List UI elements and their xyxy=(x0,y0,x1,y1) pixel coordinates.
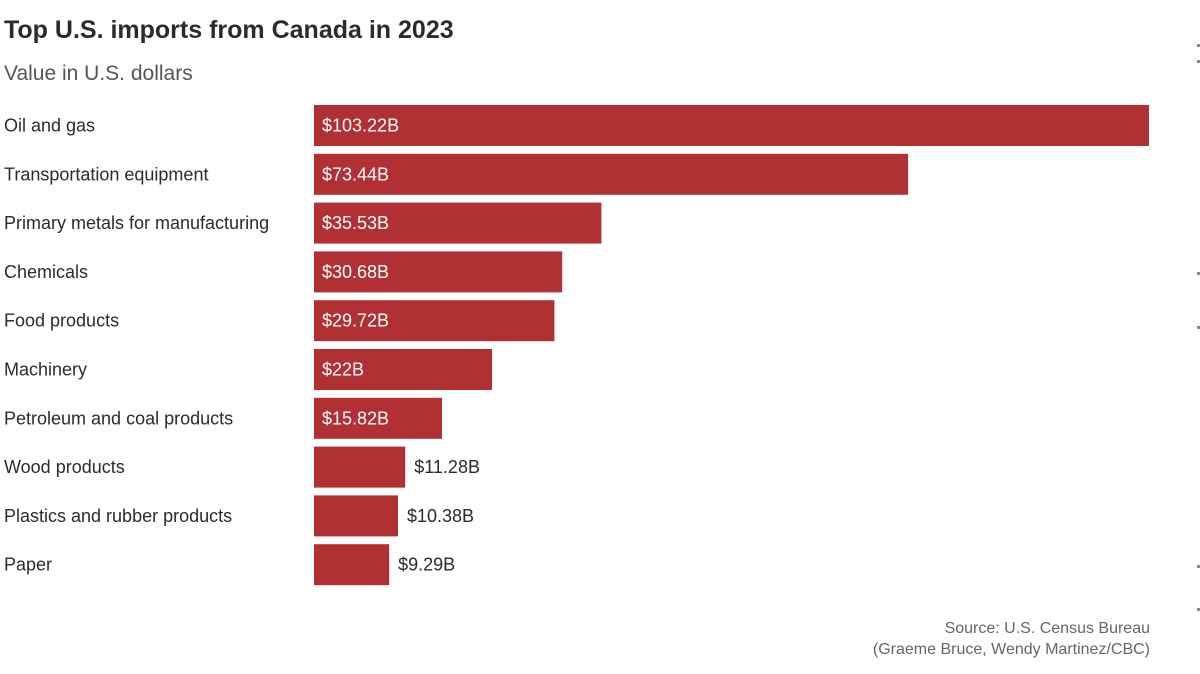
category-label: Paper xyxy=(4,555,52,575)
data-label: $35.53B xyxy=(322,213,389,233)
bar xyxy=(314,105,1149,146)
category-label: Petroleum and coal products xyxy=(4,408,233,428)
category-label: Transportation equipment xyxy=(4,164,208,184)
category-label: Plastics and rubber products xyxy=(4,506,232,526)
edge-mark xyxy=(1197,565,1200,568)
bar xyxy=(314,397,442,439)
category-label: Primary metals for manufacturing xyxy=(4,213,269,233)
category-label: Wood products xyxy=(4,457,125,477)
data-label: $30.68B xyxy=(322,262,389,282)
bar xyxy=(314,495,398,537)
bar xyxy=(314,202,602,244)
category-label: Machinery xyxy=(4,360,87,380)
chart-subtitle: Value in U.S. dollars xyxy=(4,62,193,85)
data-label: $15.82B xyxy=(322,408,389,428)
bar xyxy=(314,349,492,390)
bar xyxy=(314,544,390,586)
edge-mark xyxy=(1197,60,1200,63)
bar xyxy=(314,300,555,342)
bar xyxy=(314,446,406,488)
edge-mark xyxy=(1197,326,1200,329)
data-label: $73.44B xyxy=(322,164,389,184)
data-label: $11.28B xyxy=(414,457,480,477)
chart-title: Top U.S. imports from Canada in 2023 xyxy=(4,16,454,44)
data-label: $103.22B xyxy=(322,116,399,136)
data-label: $10.38B xyxy=(407,506,474,526)
bar-chart: Oil and gas $103.22B Transportation equipm… xyxy=(4,105,1149,586)
source-note: Source: U.S. Census Bureau (Graeme Bruce… xyxy=(873,618,1150,660)
source-line: Source: U.S. Census Bureau xyxy=(944,620,1150,637)
data-label: $29.72B xyxy=(322,311,389,331)
category-label: Oil and gas xyxy=(4,116,95,136)
data-label: $22B xyxy=(322,360,364,380)
edge-mark xyxy=(1197,44,1200,47)
category-label: Chemicals xyxy=(4,262,88,282)
bar xyxy=(314,153,909,195)
data-label: $9.29B xyxy=(398,555,455,575)
edge-mark xyxy=(1197,608,1200,611)
edge-mark xyxy=(1197,272,1200,275)
credit-line: (Graeme Bruce, Wendy Martinez/CBC) xyxy=(872,641,1150,658)
bar xyxy=(314,251,563,293)
category-label: Food products xyxy=(4,311,119,331)
